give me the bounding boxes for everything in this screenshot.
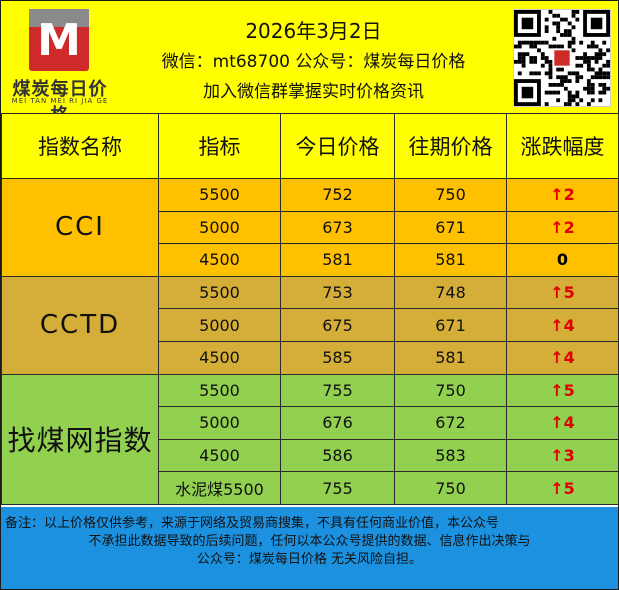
up-arrow-icon: ↑ — [550, 283, 564, 303]
column-header: 指数名称 — [1, 113, 159, 179]
spec-cell: 5000 — [158, 406, 281, 440]
today-price: 675 — [280, 308, 395, 342]
change-value: 2 — [563, 185, 575, 205]
today-price: 752 — [280, 178, 395, 212]
change-cell: ↑4 — [506, 340, 619, 375]
change-cell: ↑5 — [506, 373, 619, 408]
column-header: 指标 — [158, 113, 281, 179]
change-value: 2 — [563, 217, 575, 237]
previous-price: 750 — [394, 178, 507, 212]
today-price: 755 — [280, 373, 395, 408]
change-cell: ↑2 — [506, 178, 619, 212]
up-arrow-icon: ↑ — [550, 217, 564, 237]
change-value: 0 — [556, 250, 569, 270]
wechat-line: 微信：mt68700 公众号：煤炭每日价格 — [161, 52, 466, 72]
change-cell: ↑4 — [506, 406, 619, 440]
previous-price: 581 — [394, 340, 507, 375]
change-value: 4 — [563, 413, 575, 433]
previous-price: 671 — [394, 308, 507, 342]
previous-price: 748 — [394, 275, 507, 310]
change-value: 3 — [563, 446, 575, 466]
previous-price: 672 — [394, 406, 507, 440]
index-name: CCTD — [1, 275, 159, 375]
column-header: 今日价格 — [280, 113, 395, 179]
change-cell: ↑4 — [506, 308, 619, 342]
price-table: 指数名称 指标 今日价格 往期价格 涨跌幅度 CCI 5500 752 750 ↑2 5000 67… — [1, 113, 619, 505]
qr-code-icon — [513, 9, 611, 107]
spec-cell: 4500 — [158, 438, 281, 473]
previous-price: 583 — [394, 438, 507, 473]
change-cell: 0 — [506, 243, 619, 277]
spec-cell: 5500 — [158, 373, 281, 408]
table-row: CCI 5500 752 750 ↑2 — [1, 178, 619, 277]
up-arrow-icon: ↑ — [550, 348, 564, 368]
change-cell: ↑2 — [506, 210, 619, 245]
spec-cell: 4500 — [158, 340, 281, 375]
table-header-row: 指数名称 指标 今日价格 往期价格 涨跌幅度 — [1, 113, 619, 179]
previous-price: 750 — [394, 373, 507, 408]
table-row: CCTD 5500 753 748 ↑5 — [1, 275, 619, 375]
change-value: 4 — [563, 348, 575, 368]
disclaimer-line-3: 公众号：煤炭每日价格 无关风险自担。 — [196, 552, 423, 567]
logo-mark-letter: M — [37, 15, 81, 66]
logo: M 煤炭每日价格 MEI TAN MEI RI JIA GE — [5, 7, 115, 126]
up-arrow-icon: ↑ — [550, 185, 564, 205]
today-price: 585 — [280, 340, 395, 375]
up-arrow-icon: ↑ — [550, 315, 564, 335]
previous-price: 581 — [394, 243, 507, 277]
spec-cell: 4500 — [158, 243, 281, 277]
spec-cell: 5000 — [158, 210, 281, 245]
disclaimer-line-1: 备注：以上价格仅供参考，来源于网络及贸易商搜集，不具有任何商业价值，本公众号 — [5, 516, 500, 531]
logo-subtitle: MEI TAN MEI RI JIA GE — [11, 97, 109, 105]
table-row: 找煤网指数 5500 755 750 ↑5 — [1, 373, 619, 505]
header: M 煤炭每日价格 MEI TAN MEI RI JIA GE 2026年3月2日… — [1, 1, 618, 126]
spec-cell: 5500 — [158, 275, 281, 310]
disclaimer-line-2: 不承担此数据导致的后续问题，任何以本公众号提供的数据、信息作出决策与 — [88, 534, 531, 549]
change-cell: ↑5 — [506, 275, 619, 310]
up-arrow-icon: ↑ — [550, 380, 564, 400]
today-price: 673 — [280, 210, 395, 245]
previous-price: 671 — [394, 210, 507, 245]
up-arrow-icon: ↑ — [550, 478, 564, 498]
today-price: 755 — [280, 471, 395, 505]
up-arrow-icon: ↑ — [550, 446, 564, 466]
logo-mark-icon: M — [29, 9, 89, 71]
index-name: 找煤网指数 — [1, 373, 159, 505]
change-value: 4 — [563, 315, 575, 335]
change-value: 5 — [563, 478, 575, 498]
spec-cell: 5000 — [158, 308, 281, 342]
report-date: 2026年3月2日 — [245, 19, 382, 43]
today-price: 581 — [280, 243, 395, 277]
disclaimer: 备注：以上价格仅供参考，来源于网络及贸易商搜集，不具有任何商业价值，本公众号 不… — [1, 507, 618, 589]
change-value: 5 — [563, 380, 575, 400]
spec-cell: 水泥煤5500 — [158, 471, 281, 505]
join-line: 加入微信群掌握实时价格资讯 — [203, 82, 424, 102]
today-price: 586 — [280, 438, 395, 473]
today-price: 753 — [280, 275, 395, 310]
column-header: 往期价格 — [394, 113, 507, 179]
today-price: 676 — [280, 406, 395, 440]
previous-price: 750 — [394, 471, 507, 505]
column-header: 涨跌幅度 — [506, 113, 619, 179]
spec-cell: 5500 — [158, 178, 281, 212]
change-cell: ↑3 — [506, 438, 619, 473]
index-name: CCI — [1, 178, 159, 277]
change-value: 5 — [563, 283, 575, 303]
up-arrow-icon: ↑ — [550, 413, 564, 433]
change-cell: ↑5 — [506, 471, 619, 505]
